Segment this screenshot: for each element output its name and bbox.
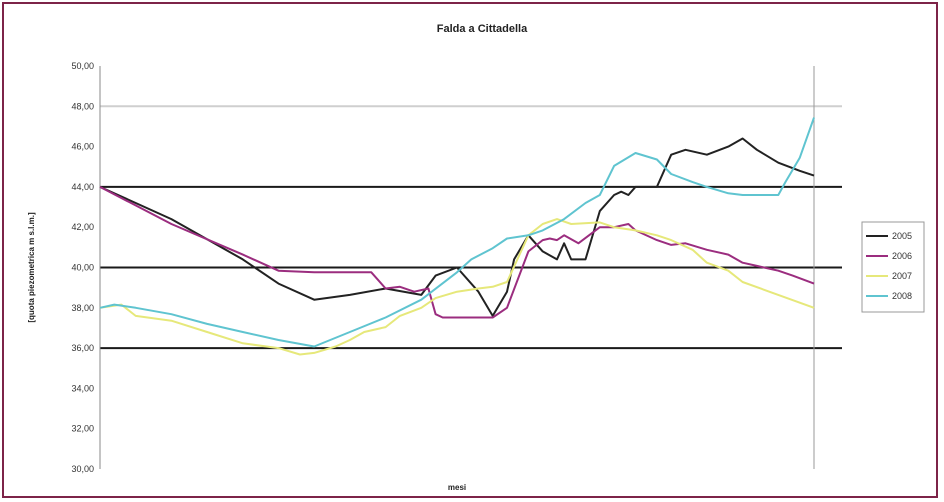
y-tick-label: 36,00 [71,343,94,353]
y-tick-label: 50,00 [71,61,94,71]
y-axis-label: [quota piezometrica m s.l.m.] [27,212,36,323]
legend-label-2007: 2007 [892,271,912,281]
axes [99,66,815,469]
chart-title: Falda a Cittadella [437,23,528,35]
y-tick-label: 48,00 [71,101,94,111]
legend-label-2006: 2006 [892,251,912,261]
y-tick-label: 34,00 [71,383,94,393]
grid-lines [100,105,842,350]
legend-label-2008: 2008 [892,291,912,301]
y-tick-label: 42,00 [71,222,94,232]
y-tick-label: 40,00 [71,263,94,273]
x-axis-label: mesi [448,483,466,492]
y-tick-label: 32,00 [71,424,94,434]
series-line-2006 [99,186,815,319]
y-tick-label: 38,00 [71,303,94,313]
legend: 2005 2006 2007 2008 [861,221,925,313]
series-line-2007 [99,218,815,356]
y-tick-label: 44,00 [71,182,94,192]
chart-frame: Falda a Cittadella 50,00 48,00 46,00 44,00 4… [2,2,938,498]
y-tick-labels: 50,00 48,00 46,00 44,00 42,00 40,00 38,00 36,00… [71,61,94,474]
y-tick-label: 46,00 [71,142,94,152]
line-chart: Falda a Cittadella 50,00 48,00 46,00 44,00 4… [27,23,925,492]
series-line-2005 [99,137,815,317]
series-lines [99,117,815,356]
y-tick-label: 30,00 [71,464,94,474]
series-line-2008 [99,117,815,348]
legend-label-2005: 2005 [892,231,912,241]
